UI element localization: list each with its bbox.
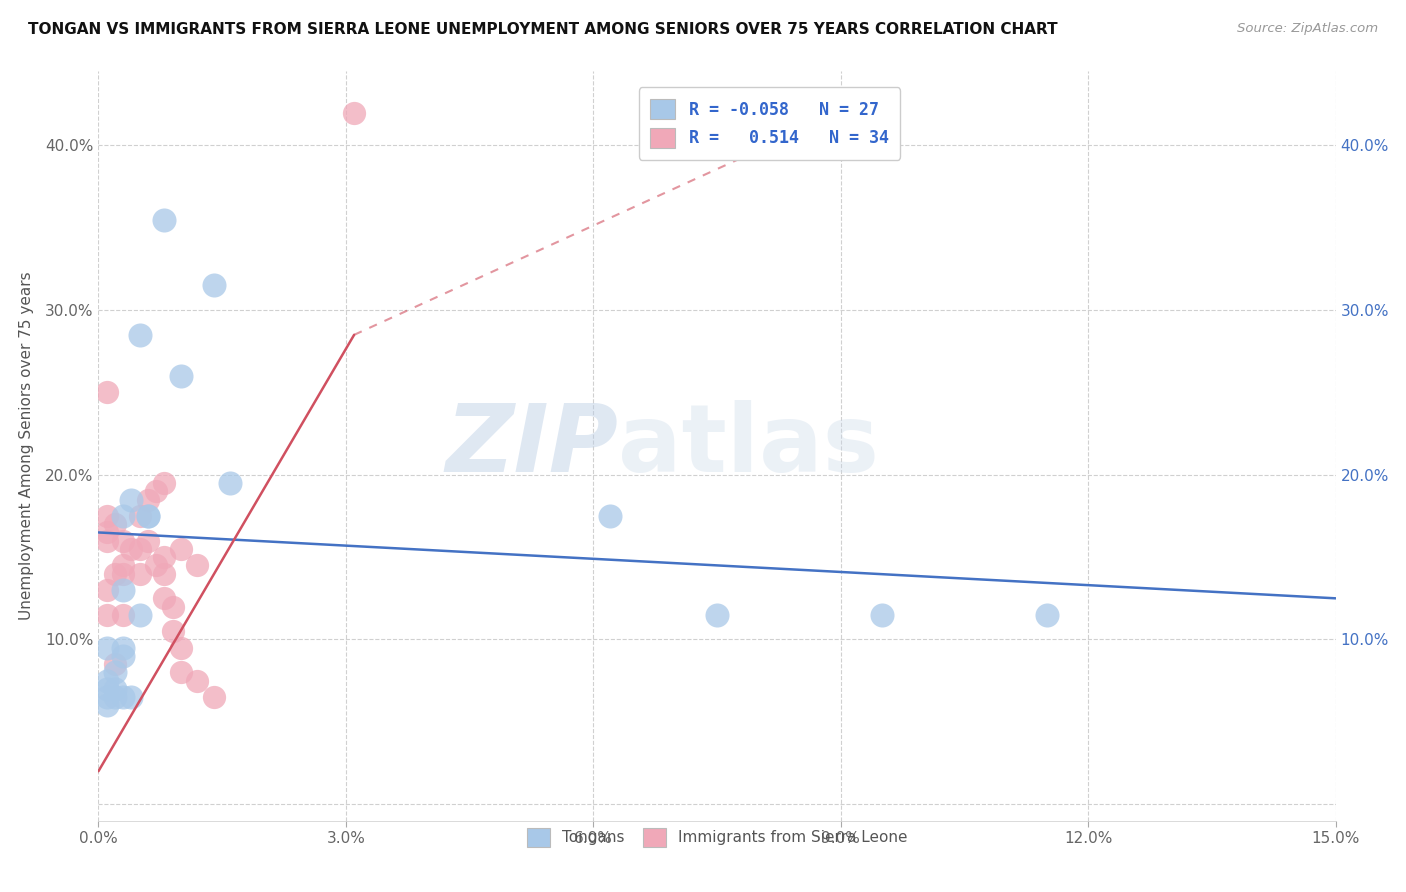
Point	[706, 607, 728, 622]
Point	[96, 690, 118, 705]
Point	[96, 640, 118, 655]
Point	[104, 665, 127, 680]
Point	[112, 583, 135, 598]
Point	[136, 508, 159, 523]
Point	[120, 541, 142, 556]
Point	[128, 541, 150, 556]
Point	[153, 476, 176, 491]
Y-axis label: Unemployment Among Seniors over 75 years: Unemployment Among Seniors over 75 years	[18, 272, 34, 620]
Point	[120, 690, 142, 705]
Point	[96, 607, 118, 622]
Point	[202, 278, 225, 293]
Point	[96, 673, 118, 688]
Point	[870, 607, 893, 622]
Point	[96, 681, 118, 696]
Point	[112, 566, 135, 581]
Point	[112, 648, 135, 663]
Point	[343, 105, 366, 120]
Point	[153, 591, 176, 606]
Point	[112, 607, 135, 622]
Point	[96, 385, 118, 400]
Point	[104, 657, 127, 672]
Point	[153, 212, 176, 227]
Point	[96, 525, 118, 540]
Point	[136, 492, 159, 507]
Point	[153, 550, 176, 565]
Point	[128, 607, 150, 622]
Point	[112, 533, 135, 548]
Point	[136, 508, 159, 523]
Point	[112, 640, 135, 655]
Legend: Tongans, Immigrants from Sierra Leone: Tongans, Immigrants from Sierra Leone	[519, 821, 915, 855]
Point	[128, 327, 150, 342]
Point	[128, 508, 150, 523]
Point	[104, 681, 127, 696]
Point	[170, 665, 193, 680]
Point	[186, 558, 208, 573]
Point	[162, 624, 184, 639]
Point	[104, 690, 127, 705]
Point	[599, 508, 621, 523]
Point	[170, 541, 193, 556]
Point	[186, 673, 208, 688]
Text: TONGAN VS IMMIGRANTS FROM SIERRA LEONE UNEMPLOYMENT AMONG SENIORS OVER 75 YEARS : TONGAN VS IMMIGRANTS FROM SIERRA LEONE U…	[28, 22, 1057, 37]
Point	[120, 492, 142, 507]
Point	[112, 508, 135, 523]
Point	[96, 583, 118, 598]
Point	[136, 533, 159, 548]
Point	[202, 690, 225, 705]
Point	[112, 558, 135, 573]
Point	[128, 566, 150, 581]
Point	[153, 566, 176, 581]
Point	[145, 484, 167, 499]
Point	[170, 369, 193, 384]
Point	[219, 476, 242, 491]
Point	[1036, 607, 1059, 622]
Text: ZIP: ZIP	[446, 400, 619, 492]
Point	[96, 533, 118, 548]
Point	[96, 508, 118, 523]
Point	[104, 517, 127, 532]
Point	[162, 599, 184, 614]
Point	[112, 690, 135, 705]
Point	[145, 558, 167, 573]
Point	[96, 698, 118, 713]
Point	[104, 566, 127, 581]
Text: Source: ZipAtlas.com: Source: ZipAtlas.com	[1237, 22, 1378, 36]
Text: atlas: atlas	[619, 400, 879, 492]
Point	[170, 640, 193, 655]
